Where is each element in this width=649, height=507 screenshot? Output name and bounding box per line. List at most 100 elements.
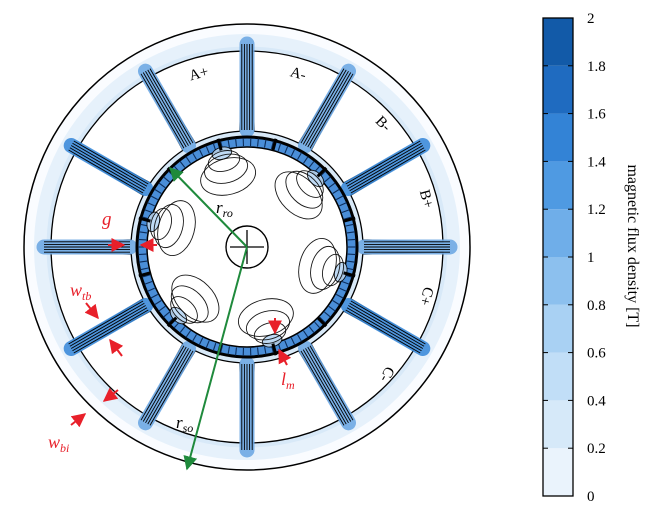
magnet-flux-mark <box>147 202 155 207</box>
tooth-flux-line <box>72 142 148 187</box>
magnet-flux-mark <box>163 311 170 318</box>
stator-teeth-flux <box>36 36 458 458</box>
tooth-flux-line <box>142 346 187 422</box>
colorbar-tick-label: 1.2 <box>587 202 606 218</box>
rotor-flux-loop <box>237 298 294 337</box>
tooth-flux-line <box>346 142 422 187</box>
rotor-flux-loop <box>204 153 249 184</box>
colorbar-tick-label: 1.6 <box>587 107 606 123</box>
magnet-boundary-mark <box>166 316 178 328</box>
magnet-flux-mark <box>192 334 197 342</box>
rotor-flux-loop <box>310 245 341 290</box>
magnet-flux-mark <box>277 143 282 152</box>
back-iron-arrow-a <box>102 387 119 402</box>
magnet-flux-mark <box>324 176 331 183</box>
colorbar-tick-label: 0.4 <box>587 393 606 409</box>
colorbar-tick-label: 1.4 <box>587 154 606 170</box>
magnet-flux-mark <box>227 346 231 355</box>
tooth-flux-line <box>305 70 349 146</box>
colorbar-band <box>543 448 573 496</box>
magnet-flux-mark <box>158 182 166 189</box>
magnet-flux-mark <box>198 148 204 157</box>
tooth-flux-line <box>73 309 149 354</box>
colorbar-band <box>543 161 573 210</box>
colorbar-band <box>543 257 573 305</box>
magnet-flux-mark <box>319 316 326 324</box>
magnet-flux-mark <box>328 305 336 312</box>
tooth-flux-line <box>73 140 149 185</box>
rotor-flux-loop <box>157 200 196 257</box>
magnet-flux-mark <box>138 238 147 241</box>
tooth-flux-line <box>149 350 194 426</box>
rotor-flux-loop <box>170 285 209 324</box>
magnet-flux-mark <box>220 344 224 353</box>
tooth-flux-line <box>70 145 146 189</box>
rotor-radius-label: rro <box>216 198 233 220</box>
magnet-flux-mark <box>227 139 231 148</box>
tooth-flux-line <box>147 69 192 145</box>
magnet-flux-mark <box>303 156 309 164</box>
rotor-flux-loop <box>253 322 287 344</box>
rotor-radius-arrow <box>169 166 248 248</box>
magnet-flux-mark <box>335 195 344 201</box>
tooth-flux-line <box>140 73 185 149</box>
tooth-flux-line <box>72 307 148 352</box>
colorbar-tick-label: 0 <box>587 489 595 505</box>
colorbar-label: magnetic flux density [T] <box>624 164 641 327</box>
tooth-flux-line <box>140 345 185 421</box>
magnet-flux-mark <box>144 281 153 285</box>
magnet-flux-mark <box>308 160 315 168</box>
magnet-flux-mark <box>290 337 296 346</box>
magnet-boundary-mark <box>343 216 356 223</box>
magnet-boundary-mark <box>216 138 223 151</box>
magnet-flux-mark <box>212 342 217 351</box>
tooth-flux-line <box>302 69 347 145</box>
back-iron-arrow-b <box>70 413 87 428</box>
magnet-flux-mark <box>142 274 151 278</box>
colorbar-tick-label: 0.6 <box>587 346 606 362</box>
tooth-flux-line <box>307 346 352 422</box>
magnet-boundary-mark <box>316 166 328 178</box>
rotor-flux-loop <box>153 204 184 249</box>
rotor-flux-loop <box>170 296 198 324</box>
magnet-flux-mark <box>346 260 356 263</box>
magnet-boundary-mark <box>316 316 328 328</box>
magnet-flux-mark <box>346 231 356 234</box>
magnet-flux-mark <box>328 182 336 189</box>
magnet-flux-mark <box>150 195 159 201</box>
tooth-flux-line <box>349 302 425 347</box>
magnet-flux-mark <box>179 160 186 168</box>
colorbar: 0 0.2 0.4 0.6 0.8 1 1.2 1.4 1.6 1.8 2 <box>542 11 606 505</box>
colorbar-tick-label: 1 <box>587 250 595 266</box>
colorbar-tick-label: 2 <box>587 11 595 27</box>
tooth-flux-line <box>350 149 426 194</box>
tooth-width-arrow-b <box>109 338 124 357</box>
tooth-flux-line <box>309 73 354 149</box>
colorbar-tick-label: 0.2 <box>587 441 606 457</box>
magnet-flux-mark <box>343 216 352 220</box>
magnet-flux-mark <box>303 330 309 338</box>
magnet-flux-mark <box>154 188 162 194</box>
magnet-flux-mark <box>138 253 147 256</box>
tooth-flux-line <box>68 149 144 194</box>
magnet-flux-mark <box>179 326 186 334</box>
magnet-flux-mark <box>297 334 302 342</box>
magnet-flux-mark <box>347 238 356 241</box>
colorbar-band <box>543 65 573 114</box>
magnet-flux-mark <box>263 139 267 148</box>
magnet-flux-mark <box>339 287 347 292</box>
rotor-flux-loop <box>285 170 324 209</box>
slot-label-a-plus: A+ <box>188 64 211 84</box>
rotor-flux-loops <box>146 146 348 348</box>
tooth-flux-line <box>348 145 424 189</box>
magnet-flux-mark <box>144 209 153 213</box>
magnet-flux-mark <box>297 152 302 160</box>
magnet-flux-mark <box>138 231 148 234</box>
magnet-flux-mark <box>263 346 267 355</box>
colorbar-band <box>543 400 573 449</box>
rotor-flux-loop <box>274 171 323 220</box>
magnet-flux-mark <box>257 347 259 356</box>
magnet-flux-mark <box>347 253 356 256</box>
tooth-flux-line <box>149 68 194 144</box>
rotor-flux-loop <box>298 237 337 294</box>
